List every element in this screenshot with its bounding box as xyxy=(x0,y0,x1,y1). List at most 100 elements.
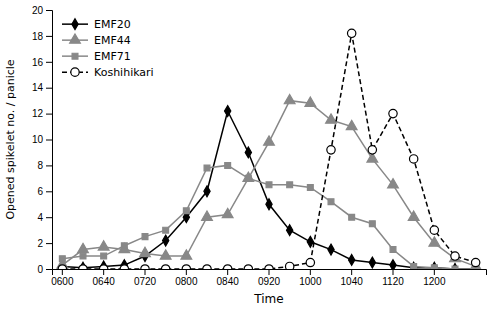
data-point xyxy=(140,247,151,256)
x-tick-label: 0920 xyxy=(258,276,281,287)
data-point xyxy=(307,185,313,191)
marks xyxy=(57,29,481,269)
y-tick: 6 xyxy=(37,186,52,197)
y-tick-mark xyxy=(46,62,52,63)
data-point xyxy=(326,114,337,123)
data-point xyxy=(328,199,334,205)
data-point xyxy=(245,175,251,181)
data-point xyxy=(121,243,127,249)
legend-symbol xyxy=(71,68,79,76)
series-line xyxy=(62,33,475,269)
data-point xyxy=(388,179,399,188)
data-point xyxy=(347,29,355,37)
data-point xyxy=(452,266,458,269)
y-tick-mark xyxy=(46,114,52,115)
x-tick: 0800 xyxy=(175,269,198,287)
data-point xyxy=(328,244,334,255)
legend: EMF20 EMF44 EMF71 Koshihikari xyxy=(62,18,154,79)
data-point xyxy=(451,252,459,260)
data-point xyxy=(408,211,419,220)
y-tick-mark xyxy=(46,36,52,37)
data-point xyxy=(390,260,396,269)
y-axis-title: Opened spikelet no. / panicle xyxy=(4,59,17,219)
y-tick-label: 12 xyxy=(32,108,44,119)
x-tick-label: 1200 xyxy=(423,276,446,287)
x-tick-label: 0800 xyxy=(175,276,198,287)
data-point xyxy=(245,147,251,158)
data-point xyxy=(346,120,357,129)
x-tick-label: 1000 xyxy=(299,276,322,287)
data-point xyxy=(285,262,293,269)
data-point xyxy=(99,265,107,269)
legend-label: EMF71 xyxy=(94,50,131,63)
series xyxy=(59,106,479,269)
legend-symbol xyxy=(70,34,81,43)
y-tick-mark xyxy=(46,10,52,11)
x-tick-mark xyxy=(62,269,63,275)
y-tick: 2 xyxy=(37,238,52,249)
x-tick-label: 0640 xyxy=(93,276,116,287)
data-point xyxy=(369,221,375,227)
y-tick-label: 0 xyxy=(37,264,43,275)
x-tick-mark xyxy=(145,269,146,275)
x-tick-mark xyxy=(393,269,394,275)
y-tick: 0 xyxy=(37,264,52,275)
legend-symbol xyxy=(72,19,78,30)
x-tick-mark xyxy=(186,269,187,275)
data-point xyxy=(266,182,272,188)
x-axis-title: Time xyxy=(253,292,283,306)
y-tick-mark xyxy=(46,191,52,192)
y-tick: 18 xyxy=(32,31,52,42)
data-point xyxy=(98,241,109,250)
y-axis: 02468101214161820 xyxy=(32,5,53,275)
y-tick-mark xyxy=(46,269,52,270)
series xyxy=(59,162,478,269)
x-tick: 1200 xyxy=(423,269,446,287)
data-point xyxy=(223,265,231,269)
data-point xyxy=(202,211,213,220)
data-point xyxy=(409,155,417,163)
legend-symbol xyxy=(72,53,78,59)
series-line xyxy=(62,165,475,269)
legend-item: EMF44 xyxy=(62,34,131,47)
data-point xyxy=(368,146,376,154)
legend-label: EMF20 xyxy=(94,18,131,31)
x-tick-mark xyxy=(434,269,435,275)
data-point xyxy=(142,234,148,240)
x-tick-mark xyxy=(351,269,352,275)
x-axis: 0600064007200800084009201000104011201200 xyxy=(51,269,486,287)
x-tick-label: 0720 xyxy=(134,276,157,287)
data-point xyxy=(222,208,233,217)
series-line xyxy=(62,101,475,267)
x-tick: 0840 xyxy=(217,269,240,287)
data-point xyxy=(101,253,107,259)
data-point xyxy=(305,97,316,106)
data-point xyxy=(411,262,417,269)
data-point xyxy=(306,258,314,266)
legend-item: Koshihikari xyxy=(62,66,154,79)
data-point xyxy=(349,255,355,266)
x-tick: 0720 xyxy=(134,269,157,287)
data-point xyxy=(120,265,128,269)
data-point xyxy=(349,214,355,220)
data-point xyxy=(287,182,293,188)
data-point xyxy=(431,262,437,269)
data-point xyxy=(79,265,87,269)
y-tick-label: 6 xyxy=(37,186,43,197)
y-tick: 20 xyxy=(32,5,52,16)
data-point xyxy=(204,165,210,171)
x-tick-mark xyxy=(310,269,311,275)
series xyxy=(57,94,481,269)
y-tick: 16 xyxy=(32,57,52,68)
y-tick-mark xyxy=(46,165,52,166)
data-point xyxy=(389,109,397,117)
data-point xyxy=(471,258,479,266)
data-point xyxy=(452,264,458,269)
series xyxy=(58,29,480,269)
data-point xyxy=(390,247,396,253)
y-tick-mark xyxy=(46,243,52,244)
data-point xyxy=(163,227,169,233)
data-point xyxy=(182,265,190,269)
data-point xyxy=(431,265,437,269)
y-tick-label: 16 xyxy=(32,57,44,68)
